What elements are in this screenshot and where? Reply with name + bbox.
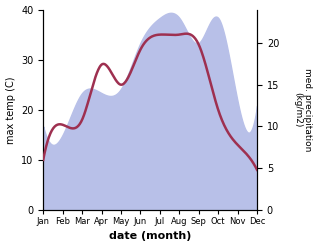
X-axis label: date (month): date (month) — [109, 231, 191, 242]
Y-axis label: max temp (C): max temp (C) — [5, 76, 16, 144]
Y-axis label: med. precipitation
(kg/m2): med. precipitation (kg/m2) — [293, 68, 313, 151]
